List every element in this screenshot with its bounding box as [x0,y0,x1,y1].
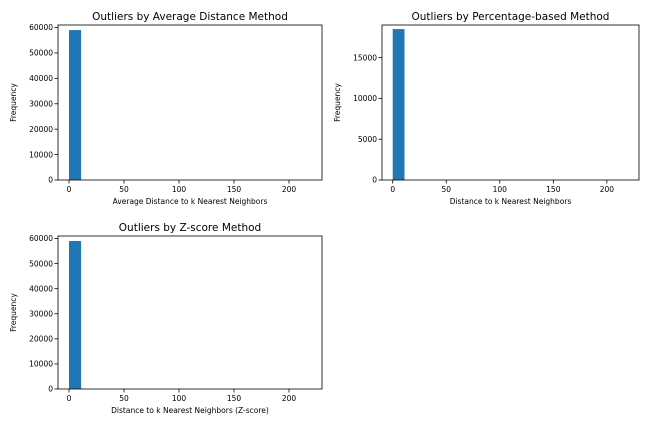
y-tick-label: 5000 [358,135,377,144]
chart-title: Outliers by Percentage-based Method [412,11,610,23]
x-tick-label: 100 [172,185,187,194]
x-tick-label: 100 [172,394,187,403]
y-tick-label: 60000 [29,23,53,32]
x-tick-label: 200 [282,394,297,403]
x-axis-label: Distance to k Nearest Neighbors [450,197,572,206]
x-axis-label: Average Distance to k Nearest Neighbors [113,197,268,206]
y-tick-label: 10000 [29,150,53,159]
subplot-1: 0 50 100 150 200 0 10000 20000 30000 40000 50000 60… [9,11,323,206]
x-tick-label: 50 [119,394,129,403]
subplot-2: 0 50 100 150 200 0 5000 10000 15000 Outliers by P… [333,11,640,206]
y-tick-label: 40000 [29,284,53,293]
y-tick-label: 10000 [29,360,53,369]
x-tick-label: 200 [600,185,615,194]
y-tick-label: 10000 [353,94,377,103]
y-axis-label: Frequency [333,83,342,122]
y-axis-label: Frequency [9,83,18,122]
y-tick-label: 50000 [29,259,53,268]
x-axis-label: Distance to k Nearest Neighbors (Z-score… [111,406,269,415]
chart-title: Outliers by Average Distance Method [92,11,288,23]
y-axis-label: Frequency [9,293,18,332]
y-tick-label: 15000 [353,53,377,62]
y-tick-label: 50000 [29,49,53,58]
y-tick-label: 60000 [29,234,53,243]
x-tick-label: 150 [227,394,242,403]
histogram-bar [69,241,82,389]
x-tick-label: 0 [67,394,72,403]
x-tick-label: 150 [227,185,242,194]
y-tick-label: 30000 [29,99,53,108]
x-tick-label: 50 [119,185,129,194]
y-tick-label: 20000 [29,125,53,134]
y-tick-label: 20000 [29,335,53,344]
y-tick-label: 40000 [29,74,53,83]
y-tick-label: 0 [48,176,53,185]
x-tick-label: 200 [282,185,297,194]
x-tick-label: 0 [390,185,395,194]
y-tick-label: 30000 [29,309,53,318]
chart-title: Outliers by Z-score Method [119,222,261,234]
axes-frame [381,24,640,181]
x-tick-label: 50 [441,185,451,194]
x-tick-label: 0 [67,185,72,194]
histogram-bar [69,30,82,180]
histogram-bar [392,29,405,180]
axes-frame [57,235,323,390]
x-tick-label: 100 [493,185,508,194]
subplot-3: 0 50 100 150 200 0 10000 20000 30000 40000 50000 60… [9,222,323,415]
y-tick-label: 0 [372,176,377,185]
x-tick-label: 150 [546,185,561,194]
y-tick-label: 0 [48,385,53,394]
axes-frame [57,24,323,181]
